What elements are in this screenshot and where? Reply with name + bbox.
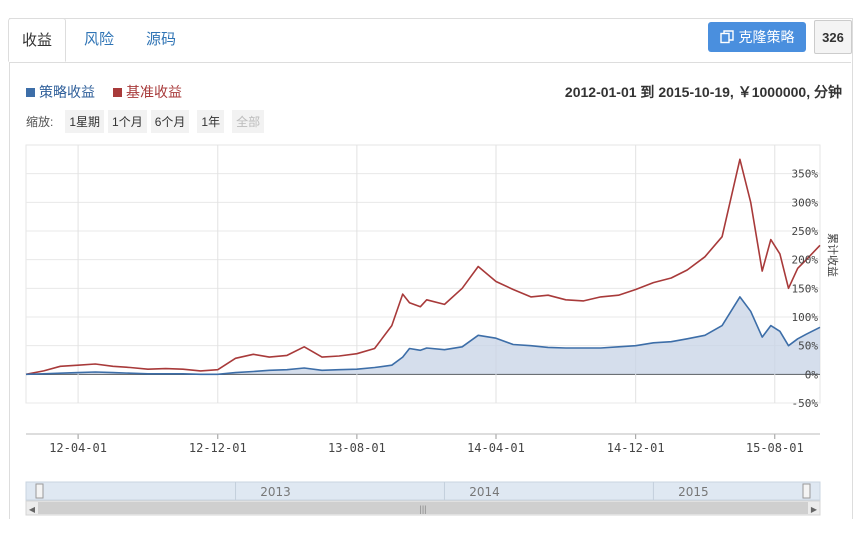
benchmark-line — [25, 158, 821, 376]
navigator-year-label: 2013 — [260, 485, 291, 499]
tab-risk[interactable]: 风险 — [83, 31, 114, 48]
y-tick-label: 200% — [792, 254, 819, 267]
strategy-area — [26, 296, 820, 375]
y-tick-label: 50% — [798, 340, 818, 353]
scroll-right-arrow: ▶ — [811, 505, 818, 514]
x-tick-label: 12-12-01 — [189, 441, 247, 455]
y-tick-label: 350% — [792, 168, 819, 181]
zoom-label: 缩放: — [26, 115, 54, 129]
zoom-1month-button[interactable]: 1个月 — [108, 110, 147, 133]
clone-strategy-button[interactable]: 克隆策略 — [708, 22, 806, 52]
navigator-left-handle — [35, 483, 44, 499]
clone-icon — [719, 30, 734, 44]
zoom-all-button[interactable]: 全部 — [232, 110, 265, 133]
scrollbar-thumb — [38, 502, 808, 514]
legend-strategy[interactable]: 策略收益 — [26, 82, 95, 102]
scrollbar-grip: ||| — [419, 504, 426, 514]
backtest-range-info: 2012-01-01 到 2015-10-19, ￥1000000, 分钟 — [564, 84, 842, 100]
tab-source[interactable]: 源码 — [145, 31, 176, 48]
zoom-1year-button[interactable]: 1年 — [197, 110, 225, 133]
y-axis-title: 累计收益 — [826, 233, 840, 277]
zoom-1week-button[interactable]: 1星期 — [65, 110, 105, 133]
legend-strategy-swatch — [26, 87, 35, 97]
y-axis: -50% 0% 50% 100% 150% 200% 250% 300% 350% — [792, 168, 819, 410]
navigator-range — [25, 481, 821, 501]
strategy-line — [25, 296, 821, 376]
clone-count-badge: 326 — [814, 20, 852, 54]
y-tick-label: 100% — [792, 311, 819, 324]
scroll-left-arrow: ◀ — [29, 505, 36, 514]
zoom-controls: 缩放: 1星期 1个月 6个月 1年 全部 — [26, 110, 265, 133]
zoom-6month-button[interactable]: 6个月 — [150, 110, 190, 133]
chart-areas — [26, 296, 820, 375]
x-tick-label: 14-12-01 — [607, 441, 665, 455]
navigator-year-label: 2014 — [469, 485, 500, 499]
y-tick-label: 0% — [805, 368, 819, 381]
navigator-year-label: 2015 — [678, 485, 709, 499]
tab-returns[interactable]: 收益 — [8, 18, 66, 62]
x-tick-label: 15-08-01 — [746, 441, 804, 455]
navigator-right-handle — [802, 483, 811, 499]
legend-strategy-label: 策略收益 — [39, 84, 95, 100]
navigator[interactable]: 2013 2014 2015 ◀ ▶ ||| — [25, 481, 821, 516]
legend-benchmark-swatch — [113, 87, 122, 97]
x-tick-label: 13-08-01 — [328, 441, 386, 455]
clone-strategy-label: 克隆策略 — [738, 29, 795, 45]
chart-lines — [25, 158, 821, 376]
legend-benchmark-label: 基准收益 — [126, 84, 182, 100]
y-tick-label: 250% — [792, 225, 819, 238]
y-tick-label: -50% — [792, 397, 819, 410]
x-tick-label: 12-04-01 — [49, 441, 107, 455]
y-tick-label: 150% — [792, 282, 819, 295]
legend-benchmark[interactable]: 基准收益 — [113, 82, 182, 102]
x-axis: 12-04-01 12-12-01 13-08-01 14-04-01 14-12-01… — [26, 433, 820, 455]
strategy-panel — [9, 18, 853, 519]
chart-legend: 策略收益 基准收益 — [26, 82, 182, 102]
tab-bar: 收益 风险 源码 — [8, 18, 851, 63]
x-tick-label: 14-04-01 — [467, 441, 525, 455]
y-tick-label: 300% — [792, 196, 819, 209]
